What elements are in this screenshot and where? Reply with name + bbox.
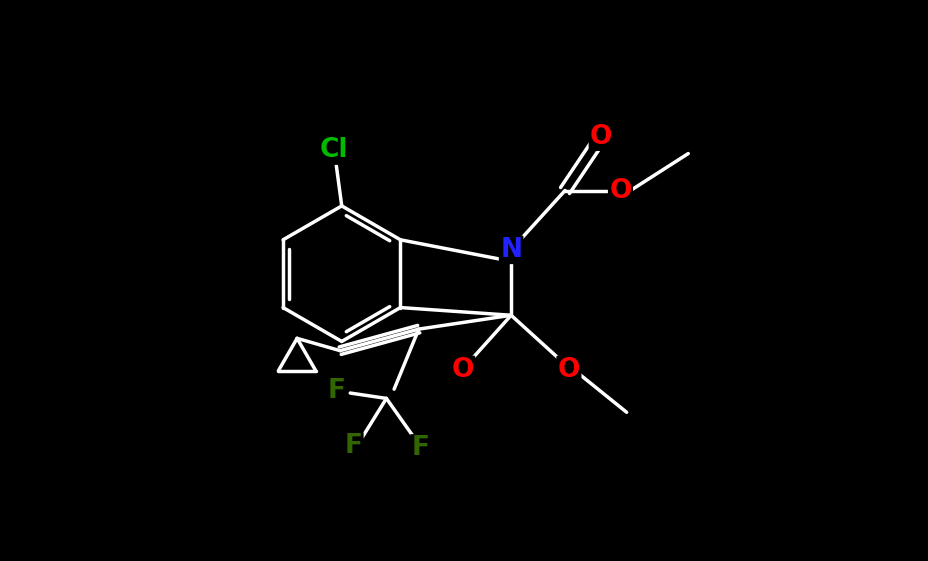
Text: O: O <box>609 177 631 204</box>
Text: F: F <box>344 433 362 459</box>
Text: N: N <box>499 237 522 263</box>
Text: O: O <box>589 123 612 150</box>
Text: F: F <box>327 378 345 404</box>
Text: F: F <box>411 435 429 462</box>
Text: O: O <box>451 357 473 383</box>
Text: Cl: Cl <box>319 137 348 163</box>
Text: O: O <box>557 357 579 383</box>
